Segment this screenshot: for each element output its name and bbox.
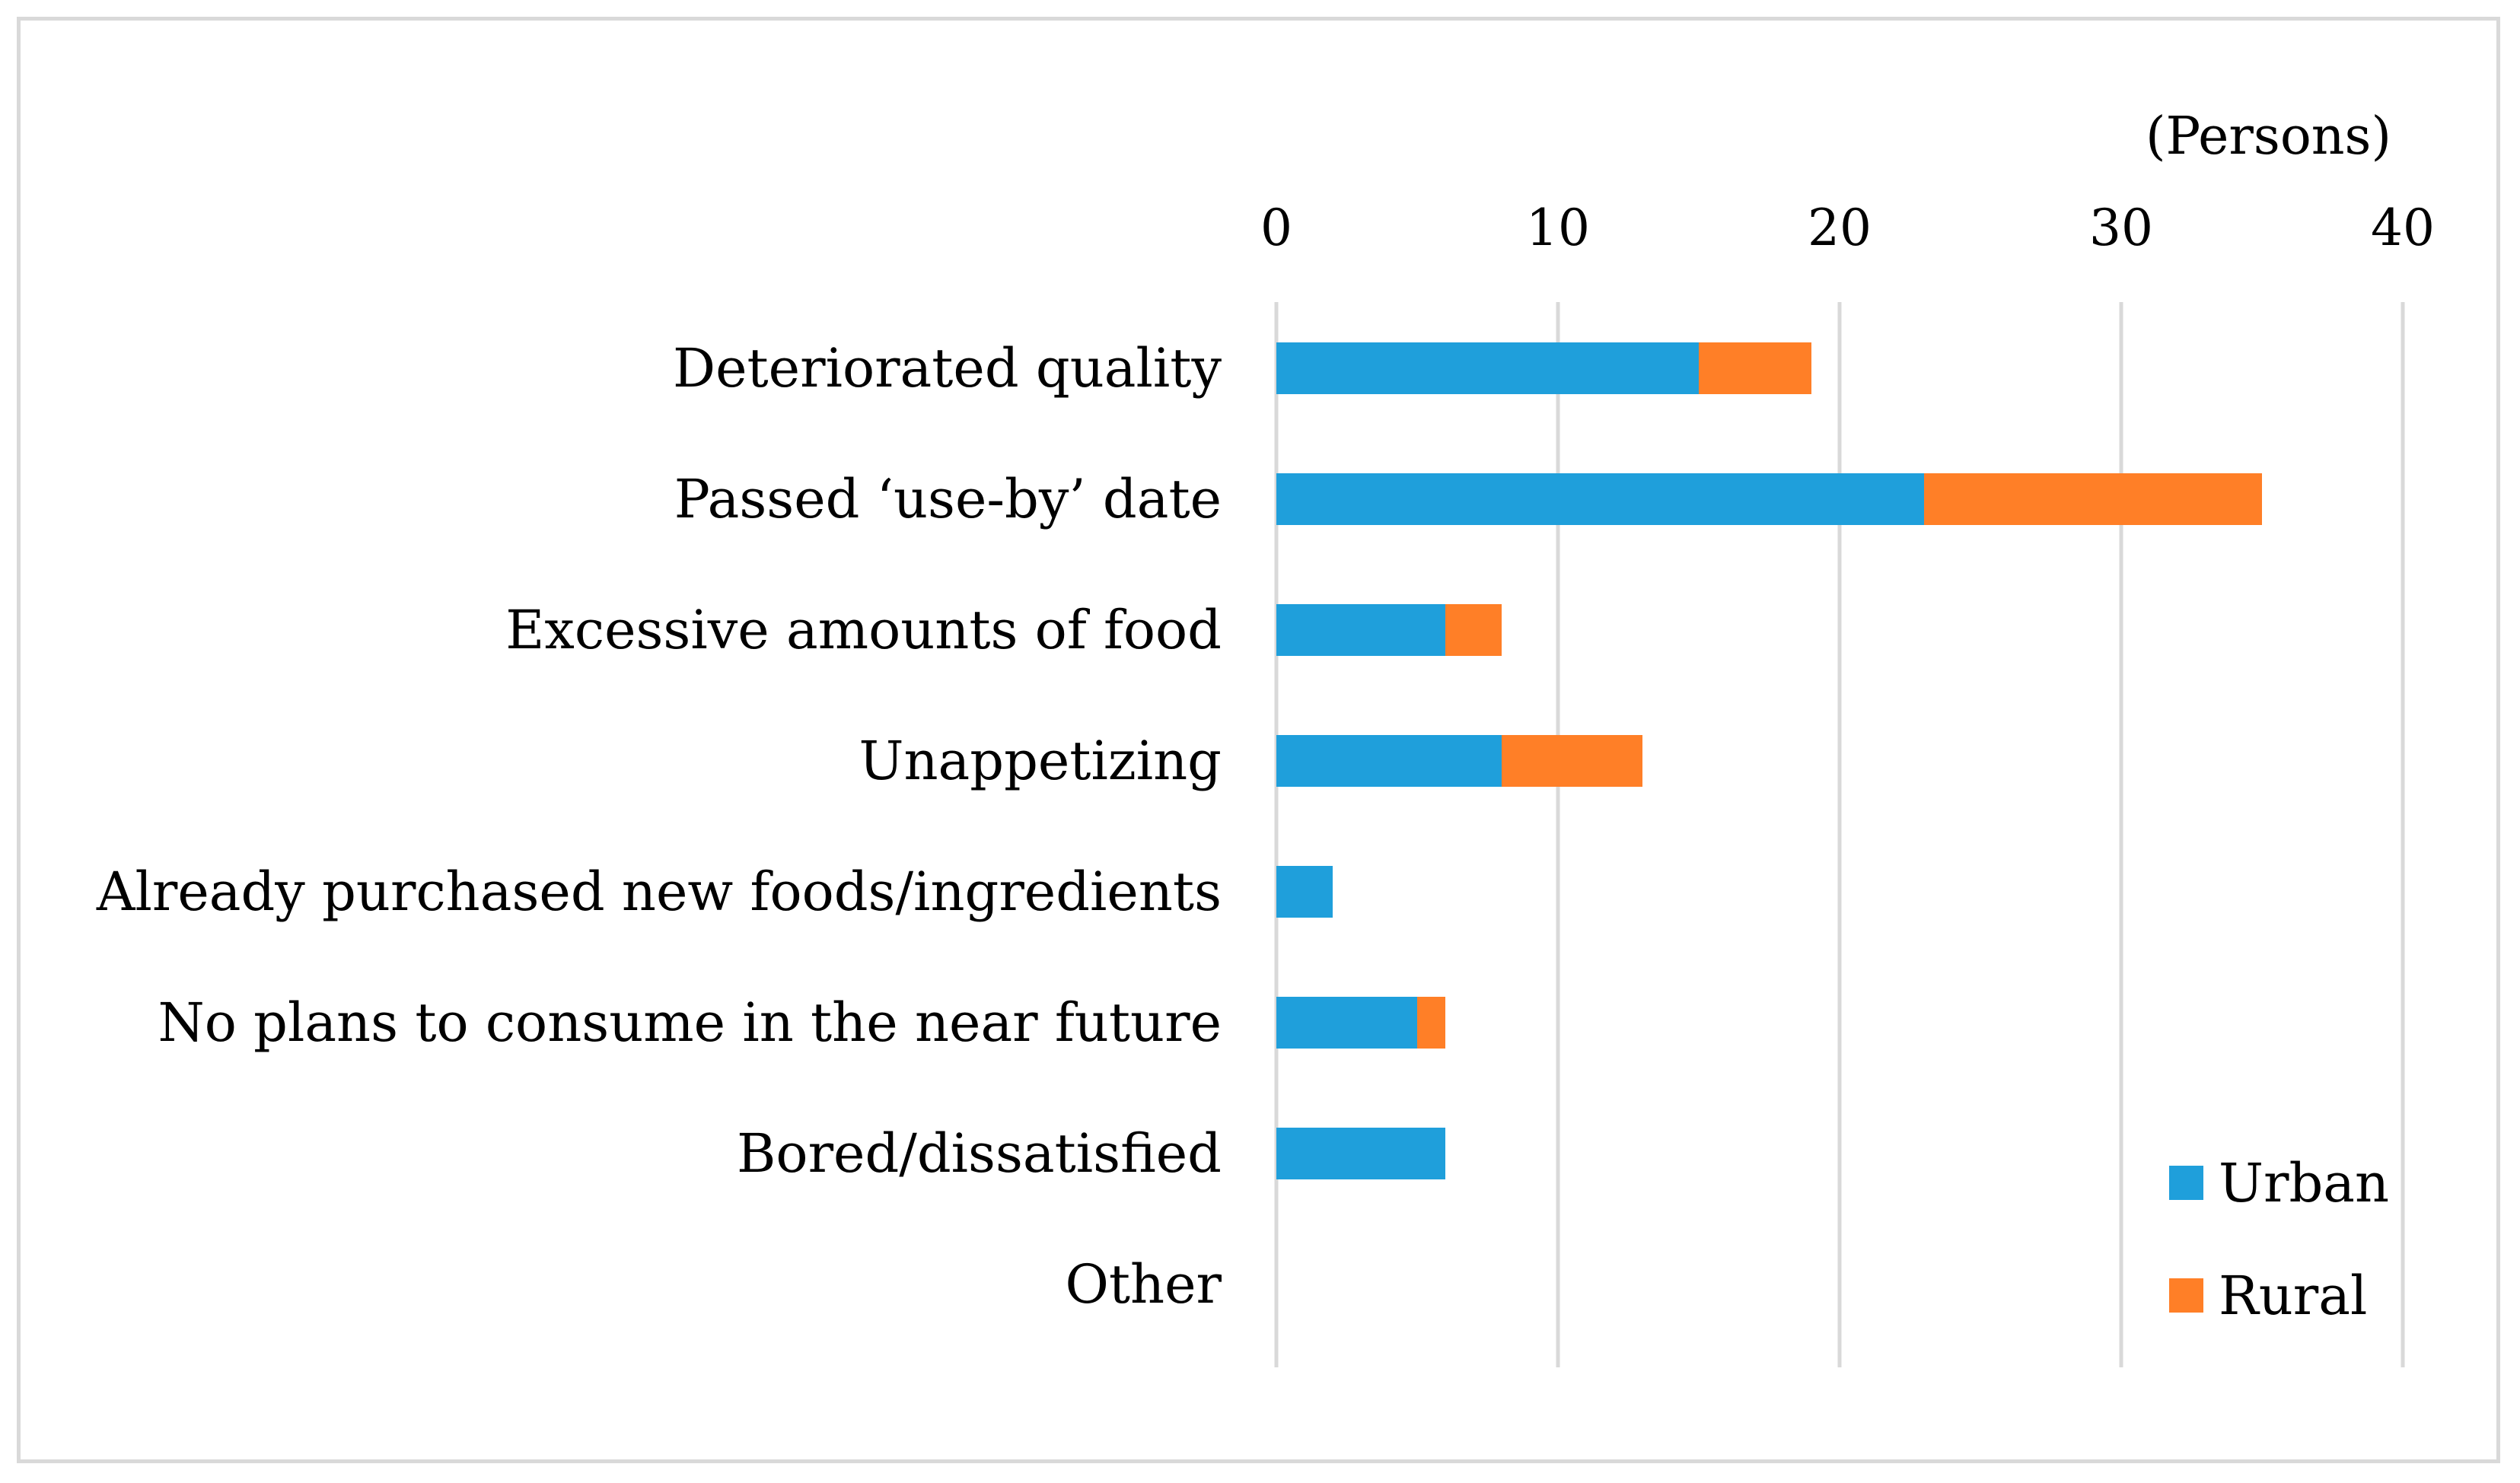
unit-label: (Persons) <box>2146 107 2391 167</box>
x-tick-label-20: 20 <box>1808 199 1872 257</box>
category-label: Unappetizing <box>859 730 1222 792</box>
category-label: Already purchased new foods/ingredients <box>96 861 1222 923</box>
legend-swatch-urban <box>2169 1166 2203 1200</box>
bar-urban <box>1276 1128 1445 1179</box>
x-tick-label-10: 10 <box>1526 199 1590 257</box>
legend-label-rural: Rural <box>2219 1265 2367 1327</box>
bar-urban <box>1276 342 1699 394</box>
bar-urban <box>1276 604 1445 656</box>
chart-svg: (Persons) 0 10 20 30 40 Deteriorated quality… <box>96 107 2435 1367</box>
category-label: Passed ‘use-by’ date <box>674 468 1222 530</box>
bar-urban <box>1276 866 1333 918</box>
category-label: Deteriorated quality <box>673 337 1222 399</box>
category-label: No plans to consume in the near future <box>158 991 1222 1054</box>
bar-rural <box>1445 604 1502 656</box>
legend-swatch-rural <box>2169 1278 2203 1313</box>
x-axis-ticks: 0 10 20 30 40 <box>1260 199 2435 257</box>
x-tick-label-0: 0 <box>1260 199 1292 257</box>
bar-urban <box>1276 473 1924 525</box>
legend: Urban Rural <box>2169 1152 2389 1327</box>
category-label: Other <box>1066 1253 1222 1316</box>
legend-label-urban: Urban <box>2219 1152 2389 1214</box>
bar-rural <box>1924 473 2262 525</box>
bar-urban <box>1276 735 1502 787</box>
x-tick-label-30: 30 <box>2089 199 2153 257</box>
bar-rural <box>1502 735 1642 787</box>
category-labels: Deteriorated quality Passed ‘use-by’ date… <box>96 337 1222 1316</box>
bar-rural <box>1417 997 1445 1049</box>
category-label: Bored/dissatisfied <box>737 1122 1222 1185</box>
bar-urban <box>1276 997 1417 1049</box>
chart-frame: (Persons) 0 10 20 30 40 Deteriorated quality… <box>17 17 2500 1463</box>
bar-rural <box>1699 342 1811 394</box>
x-tick-label-40: 40 <box>2371 199 2435 257</box>
category-label: Excessive amounts of food <box>505 599 1222 661</box>
bars <box>1276 342 2262 1179</box>
